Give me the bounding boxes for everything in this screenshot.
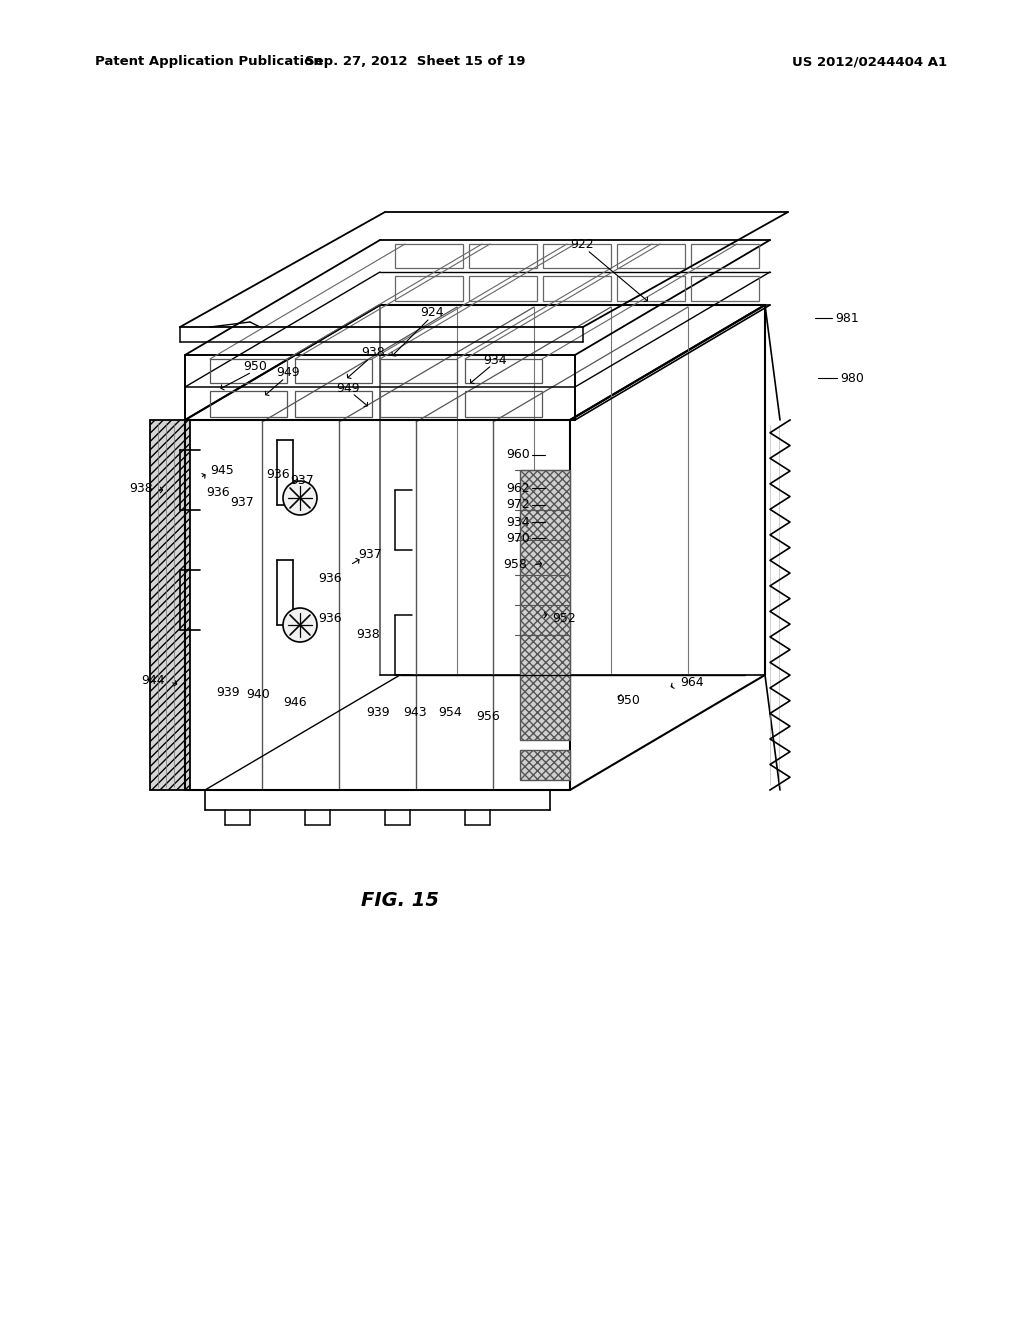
Text: 960: 960: [506, 449, 530, 462]
Text: Sep. 27, 2012  Sheet 15 of 19: Sep. 27, 2012 Sheet 15 of 19: [305, 55, 525, 69]
Text: 970: 970: [506, 532, 530, 544]
Text: 939: 939: [367, 705, 390, 718]
Text: 952: 952: [552, 611, 575, 624]
Text: 950: 950: [243, 360, 267, 374]
Text: 956: 956: [476, 710, 500, 722]
Text: 936: 936: [318, 572, 342, 585]
Text: 954: 954: [438, 705, 462, 718]
Polygon shape: [150, 420, 190, 789]
Text: 981: 981: [835, 312, 859, 325]
Text: 944: 944: [141, 673, 165, 686]
Text: Patent Application Publication: Patent Application Publication: [95, 55, 323, 69]
Text: 937: 937: [290, 474, 314, 487]
Text: 962: 962: [507, 482, 530, 495]
Text: 938: 938: [356, 628, 380, 642]
Polygon shape: [520, 750, 570, 780]
Text: 937: 937: [230, 496, 254, 510]
Text: 943: 943: [403, 705, 427, 718]
Text: 972: 972: [506, 499, 530, 511]
Text: 946: 946: [284, 697, 307, 710]
Text: 958: 958: [503, 558, 527, 572]
Text: US 2012/0244404 A1: US 2012/0244404 A1: [793, 55, 947, 69]
Text: 939: 939: [216, 685, 240, 698]
Text: 964: 964: [680, 676, 703, 689]
Text: FIG. 15: FIG. 15: [361, 891, 439, 909]
Text: 922: 922: [570, 238, 594, 251]
Text: 950: 950: [616, 693, 640, 706]
Circle shape: [283, 480, 317, 515]
Text: 936: 936: [318, 611, 342, 624]
Text: 945: 945: [210, 463, 233, 477]
Text: 936: 936: [206, 487, 229, 499]
Text: 938: 938: [129, 482, 153, 495]
Text: 949: 949: [276, 367, 300, 380]
Text: 938: 938: [361, 346, 385, 359]
Text: 937: 937: [358, 549, 382, 561]
Text: 924: 924: [420, 306, 443, 319]
Polygon shape: [520, 470, 570, 741]
Circle shape: [283, 609, 317, 642]
Text: 949: 949: [336, 381, 359, 395]
Text: 934: 934: [507, 516, 530, 528]
Text: 940: 940: [246, 689, 270, 701]
Text: 936: 936: [266, 469, 290, 482]
Text: 934: 934: [483, 354, 507, 367]
Text: 980: 980: [840, 371, 864, 384]
